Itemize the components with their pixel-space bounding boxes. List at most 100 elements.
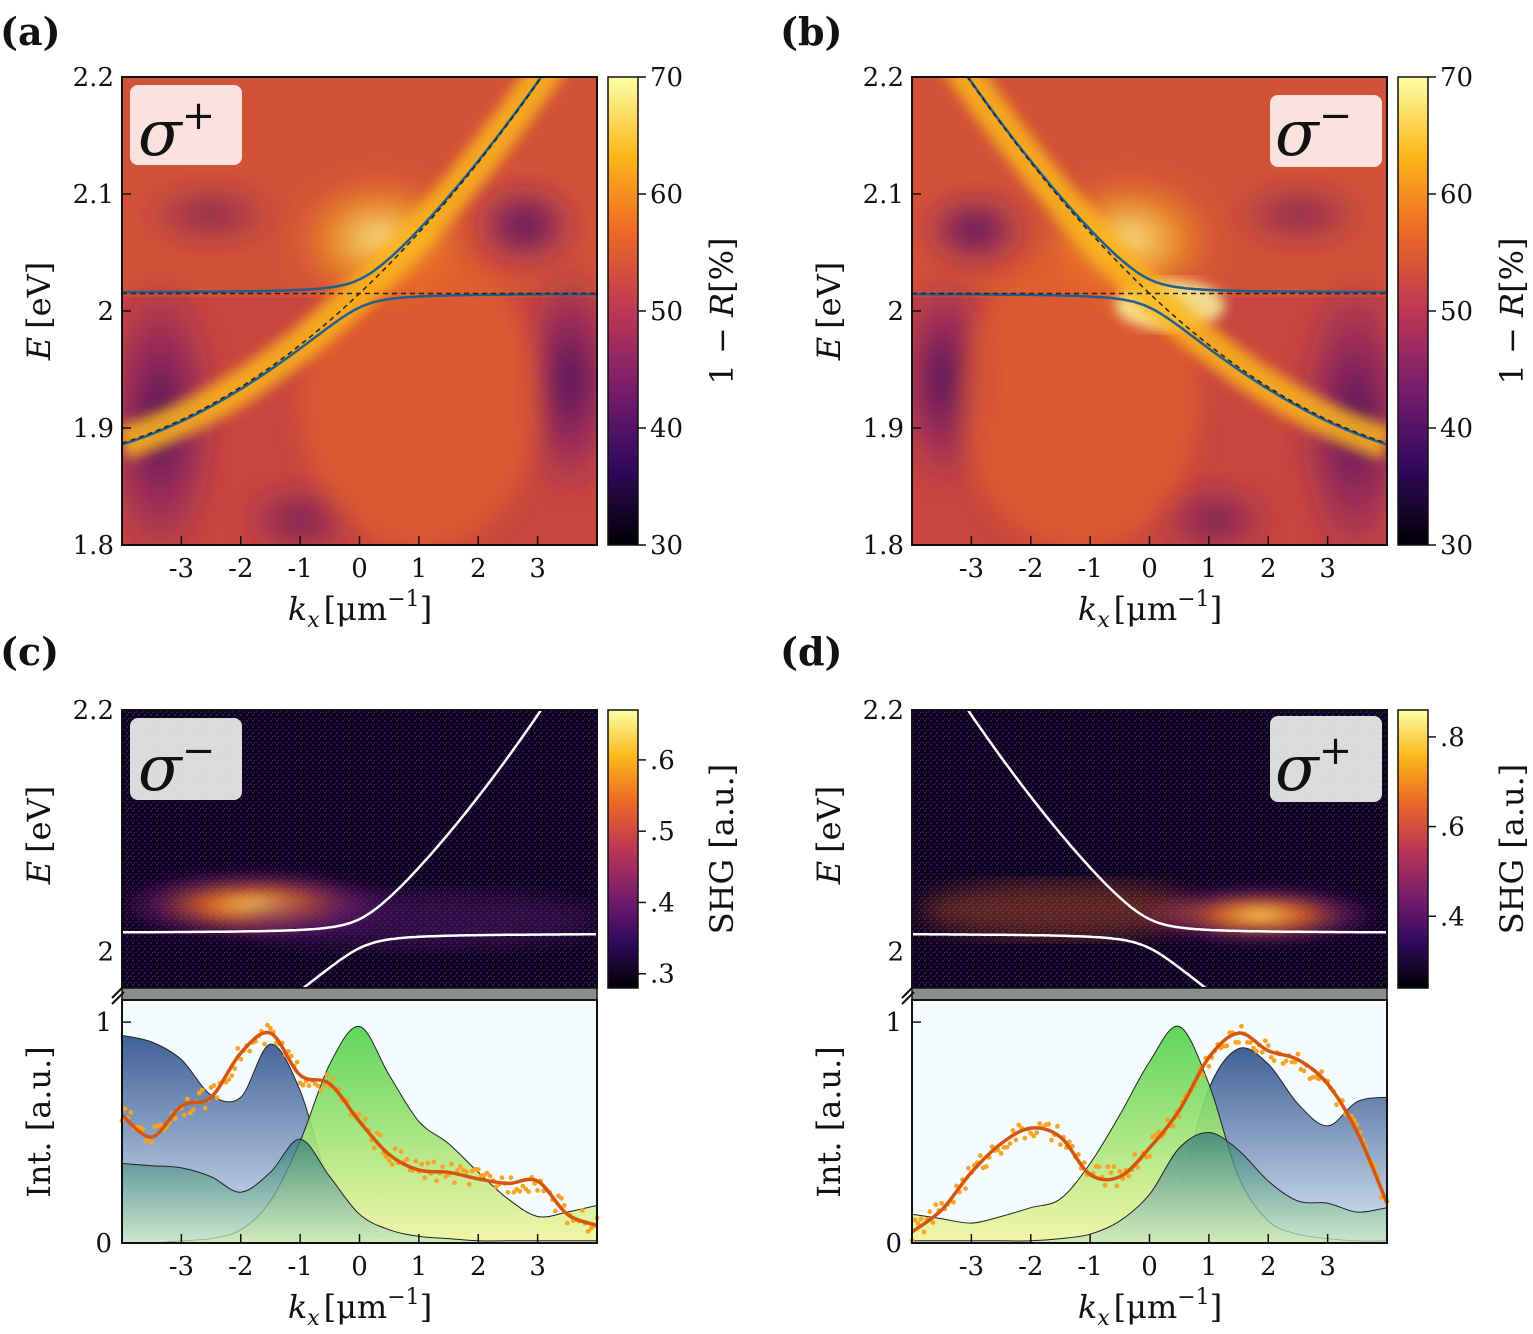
shg-data-point xyxy=(1132,1152,1138,1157)
shg-data-point xyxy=(915,1220,921,1226)
shg-data-point xyxy=(1147,1154,1152,1159)
shg-data-point xyxy=(579,1207,585,1213)
xtick-label: -2 xyxy=(1018,554,1043,584)
colorbar-tick-label: 70 xyxy=(650,63,683,93)
colorbar-a xyxy=(607,76,639,546)
ticks-d-bottom: 0 1 -3 -2 -1 0 1 2 3 xyxy=(885,1008,1335,1282)
xlabel-a: kx [μm−1] xyxy=(288,587,432,633)
shg-data-point xyxy=(1037,1121,1043,1126)
area-upper-polariton xyxy=(122,1026,597,1244)
ytick-label: 2 xyxy=(887,297,904,327)
xtick-label: 0 xyxy=(351,1252,368,1282)
ytick-label: 1 xyxy=(885,1008,902,1038)
shg-data-point xyxy=(398,1149,404,1155)
shg-data-point xyxy=(464,1169,469,1174)
shg-data-point xyxy=(1105,1164,1111,1170)
shg-data-point xyxy=(422,1175,428,1181)
colorbar-tick-label: .6 xyxy=(650,746,675,776)
colorbar-tick-label: 50 xyxy=(1440,297,1473,327)
shg-polariton-lower-c xyxy=(301,933,597,988)
shg-data-point xyxy=(561,1203,567,1208)
colorbar-tick-label: 40 xyxy=(1440,414,1473,444)
ytick-label: 1.9 xyxy=(863,414,904,444)
shg-data-point xyxy=(140,1126,146,1132)
panel-d-bottom: 0 1 -3 -2 -1 0 1 2 3 xyxy=(885,999,1390,1282)
shg-data-point xyxy=(1010,1128,1016,1133)
ytick-label: 0 xyxy=(95,1229,112,1259)
xlabel-b: kx [μm−1] xyxy=(1078,587,1222,633)
shg-data-point xyxy=(389,1162,395,1167)
shg-data-point xyxy=(1004,1144,1010,1150)
shg-data-point xyxy=(921,1229,927,1235)
ytick-label: 1.9 xyxy=(73,414,114,444)
polariton-upper-b xyxy=(966,77,1387,294)
colorbar-d xyxy=(1397,709,1429,989)
shg-data-point xyxy=(918,1216,924,1222)
shg-data-point xyxy=(214,1095,220,1101)
shg-data-point xyxy=(158,1122,164,1127)
xtick-label: -3 xyxy=(959,554,984,584)
shg-polariton-upper-c xyxy=(122,710,543,934)
shg-data-point xyxy=(262,1041,267,1047)
xtick-label: 3 xyxy=(1319,554,1336,584)
shg-data-point xyxy=(1111,1164,1117,1169)
intensity-areas-d xyxy=(909,1023,1390,1244)
colorbar-ticks-b: 30 40 50 60 70 xyxy=(1428,63,1473,561)
shg-data-point xyxy=(1254,1048,1259,1054)
shg-data-point xyxy=(1295,1051,1301,1057)
colorbar-tick-label: .4 xyxy=(1440,902,1465,932)
shg-data-point xyxy=(431,1159,437,1165)
colorbar-tick-label: .5 xyxy=(650,817,675,847)
shg-data-point xyxy=(1236,1040,1241,1045)
polarization-box-c xyxy=(130,718,242,800)
shg-data-point xyxy=(998,1151,1004,1156)
area-edge-bottom-band xyxy=(121,1138,597,1242)
shg-data-point xyxy=(315,1083,321,1089)
ylabel-c-top: E[eV] xyxy=(20,786,58,885)
xtick-label: 1 xyxy=(411,554,428,584)
shg-data-point xyxy=(1301,1068,1307,1074)
shg-data-point xyxy=(288,1053,294,1059)
ylabel-d-bottom: Int. [a.u.] xyxy=(810,1046,848,1197)
shg-data-point xyxy=(508,1175,514,1181)
colorbar-tick-label: .6 xyxy=(1440,813,1465,843)
colorbar-tick-label: .4 xyxy=(650,888,675,918)
shg-data-point xyxy=(247,1048,253,1054)
shg-data-point xyxy=(1055,1123,1060,1129)
shg-data-point xyxy=(977,1153,983,1159)
shg-polariton-upper-d xyxy=(966,710,1387,934)
shg-data-point xyxy=(1102,1182,1108,1188)
shg-data-point xyxy=(268,1026,273,1031)
shg-data-point xyxy=(211,1083,217,1088)
axis-break-band-c xyxy=(121,987,598,1001)
shg-data-point xyxy=(300,1082,306,1088)
xtick-label: 0 xyxy=(1141,554,1158,584)
shg-data-point xyxy=(377,1132,383,1138)
ticks-b: 1.8 1.9 2 2.1 2.2 -3 -2 -1 0 1 2 3 xyxy=(863,63,1336,584)
xtick-label: 2 xyxy=(470,1252,487,1282)
shg-data-point xyxy=(1153,1132,1158,1138)
ytick-label: 2.1 xyxy=(863,180,904,210)
ticks-a: 1.8 1.9 2 2.1 2.2 -3 -2 -1 0 1 2 3 xyxy=(73,63,546,584)
shg-data-point xyxy=(449,1161,454,1167)
shg-data-point xyxy=(933,1202,939,1208)
shg-data-point xyxy=(458,1164,463,1169)
shg-data-point xyxy=(226,1077,232,1082)
xtick-label: 3 xyxy=(529,554,546,584)
colorbar-tick-label: 30 xyxy=(650,531,683,561)
colorbar-tick-label: 30 xyxy=(1440,531,1473,561)
shg-data-point xyxy=(1176,1114,1182,1119)
shg-data-point xyxy=(553,1208,558,1214)
shg-data-point xyxy=(238,1056,244,1062)
shg-data-point xyxy=(983,1164,989,1169)
colorbar-label-c: SHG [a.u.] xyxy=(703,764,741,935)
shg-data-point xyxy=(520,1183,526,1189)
shg-data-point xyxy=(434,1178,440,1184)
shg-data-point xyxy=(330,1076,336,1082)
colorbar-tick-label: .8 xyxy=(1440,723,1465,753)
shg-data-point xyxy=(499,1175,505,1181)
colorbar-c xyxy=(607,709,639,989)
panel-d-top: σ+ 22.2 xyxy=(863,696,1388,989)
shg-data-point xyxy=(951,1199,956,1205)
shg-data-point xyxy=(487,1173,493,1179)
